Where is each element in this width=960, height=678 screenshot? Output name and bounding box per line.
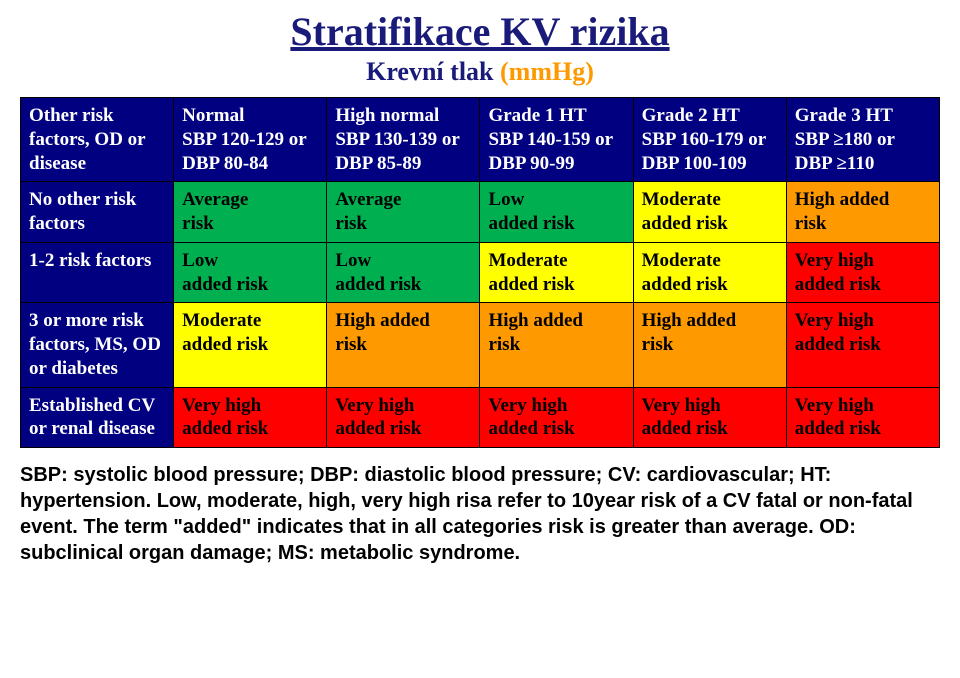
col-header-line1: Grade 2 HT — [642, 104, 778, 128]
risk-cell-line1: Very high — [488, 394, 624, 418]
risk-cell-line1: Average — [182, 188, 318, 212]
risk-cell-line1: Low — [335, 249, 471, 273]
risk-cell-line2: added risk — [335, 417, 471, 441]
risk-cell: Moderateadded risk — [633, 182, 786, 243]
col-header-line1: Other risk factors, OD or disease — [29, 104, 165, 175]
risk-cell-line1: Moderate — [182, 309, 318, 333]
risk-cell: Moderateadded risk — [480, 242, 633, 303]
col-header-line2: SBP ≥180 or DBP ≥110 — [795, 128, 931, 176]
risk-cell-line2: risk — [795, 212, 931, 236]
col-header-4: Grade 2 HTSBP 160-179 or DBP 100-109 — [633, 98, 786, 182]
risk-cell-line2: added risk — [795, 273, 931, 297]
risk-cell-line1: Very high — [795, 394, 931, 418]
risk-cell-line2: risk — [182, 212, 318, 236]
risk-cell: High addedrisk — [480, 303, 633, 387]
risk-cell-line2: added risk — [488, 212, 624, 236]
row-header-3: Established CV or renal disease — [21, 387, 174, 448]
risk-cell-line1: Very high — [642, 394, 778, 418]
subtitle: Krevní tlak (mmHg) — [20, 57, 940, 87]
risk-cell: Averagerisk — [174, 182, 327, 243]
risk-cell: Very highadded risk — [174, 387, 327, 448]
risk-cell: High addedrisk — [327, 303, 480, 387]
col-header-line1: Grade 3 HT — [795, 104, 931, 128]
col-header-2: High normalSBP 130-139 or DBP 85-89 — [327, 98, 480, 182]
col-header-0: Other risk factors, OD or disease — [21, 98, 174, 182]
risk-cell-line2: added risk — [182, 273, 318, 297]
risk-cell-line1: Low — [182, 249, 318, 273]
risk-cell: Averagerisk — [327, 182, 480, 243]
col-header-line1: High normal — [335, 104, 471, 128]
risk-cell-line1: Moderate — [488, 249, 624, 273]
col-header-line2: SBP 120-129 or DBP 80-84 — [182, 128, 318, 176]
risk-cell-line1: High added — [335, 309, 471, 333]
risk-cell-line2: added risk — [642, 417, 778, 441]
risk-cell-line2: risk — [642, 333, 778, 357]
risk-cell-line2: added risk — [642, 273, 778, 297]
row-header-0: No other risk factors — [21, 182, 174, 243]
risk-cell-line2: added risk — [795, 417, 931, 441]
risk-cell-line1: Very high — [182, 394, 318, 418]
risk-cell-line2: risk — [488, 333, 624, 357]
risk-cell-line1: High added — [488, 309, 624, 333]
risk-cell-line1: Moderate — [642, 249, 778, 273]
risk-cell-line2: added risk — [795, 333, 931, 357]
risk-cell-line1: High added — [795, 188, 931, 212]
col-header-line2: SBP 160-179 or DBP 100-109 — [642, 128, 778, 176]
risk-cell: High addedrisk — [786, 182, 939, 243]
risk-cell-line1: Average — [335, 188, 471, 212]
risk-cell: Very highadded risk — [480, 387, 633, 448]
risk-cell: Very highadded risk — [786, 242, 939, 303]
risk-cell: Moderateadded risk — [174, 303, 327, 387]
risk-cell-line1: High added — [642, 309, 778, 333]
table-row: No other risk factorsAverageriskAverager… — [21, 182, 940, 243]
subtitle-part1: Krevní tlak — [366, 57, 500, 86]
table-row: 3 or more risk factors, MS, OD or diabet… — [21, 303, 940, 387]
risk-cell: Very highadded risk — [786, 387, 939, 448]
risk-cell-line1: Moderate — [642, 188, 778, 212]
risk-cell-line2: added risk — [182, 333, 318, 357]
col-header-1: NormalSBP 120-129 or DBP 80-84 — [174, 98, 327, 182]
risk-cell-line2: risk — [335, 212, 471, 236]
col-header-line2: SBP 140-159 or DBP 90-99 — [488, 128, 624, 176]
table-row: Established CV or renal diseaseVery high… — [21, 387, 940, 448]
row-header-1: 1-2 risk factors — [21, 242, 174, 303]
risk-cell: High addedrisk — [633, 303, 786, 387]
risk-cell: Lowadded risk — [174, 242, 327, 303]
risk-cell-line1: Very high — [795, 249, 931, 273]
risk-cell: Lowadded risk — [327, 242, 480, 303]
risk-cell: Very highadded risk — [327, 387, 480, 448]
risk-cell-line2: added risk — [642, 212, 778, 236]
risk-cell: Very highadded risk — [786, 303, 939, 387]
risk-cell: Very highadded risk — [633, 387, 786, 448]
table-row: 1-2 risk factorsLowadded riskLowadded ri… — [21, 242, 940, 303]
table-header-row: Other risk factors, OD or diseaseNormalS… — [21, 98, 940, 182]
risk-cell-line2: added risk — [488, 273, 624, 297]
risk-cell-line2: added risk — [182, 417, 318, 441]
risk-cell-line2: added risk — [488, 417, 624, 441]
risk-cell-line1: Low — [488, 188, 624, 212]
col-header-3: Grade 1 HTSBP 140-159 or DBP 90-99 — [480, 98, 633, 182]
page-title: Stratifikace KV rizika — [20, 8, 940, 55]
risk-cell: Moderateadded risk — [633, 242, 786, 303]
col-header-5: Grade 3 HTSBP ≥180 or DBP ≥110 — [786, 98, 939, 182]
risk-cell: Lowadded risk — [480, 182, 633, 243]
col-header-line1: Normal — [182, 104, 318, 128]
footnote: SBP: systolic blood pressure; DBP: diast… — [20, 462, 940, 566]
subtitle-part2: (mmHg) — [500, 57, 594, 86]
col-header-line2: SBP 130-139 or DBP 85-89 — [335, 128, 471, 176]
col-header-line1: Grade 1 HT — [488, 104, 624, 128]
risk-table: Other risk factors, OD or diseaseNormalS… — [20, 97, 940, 448]
row-header-2: 3 or more risk factors, MS, OD or diabet… — [21, 303, 174, 387]
risk-cell-line1: Very high — [335, 394, 471, 418]
risk-cell-line1: Very high — [795, 309, 931, 333]
risk-cell-line2: risk — [335, 333, 471, 357]
risk-cell-line2: added risk — [335, 273, 471, 297]
